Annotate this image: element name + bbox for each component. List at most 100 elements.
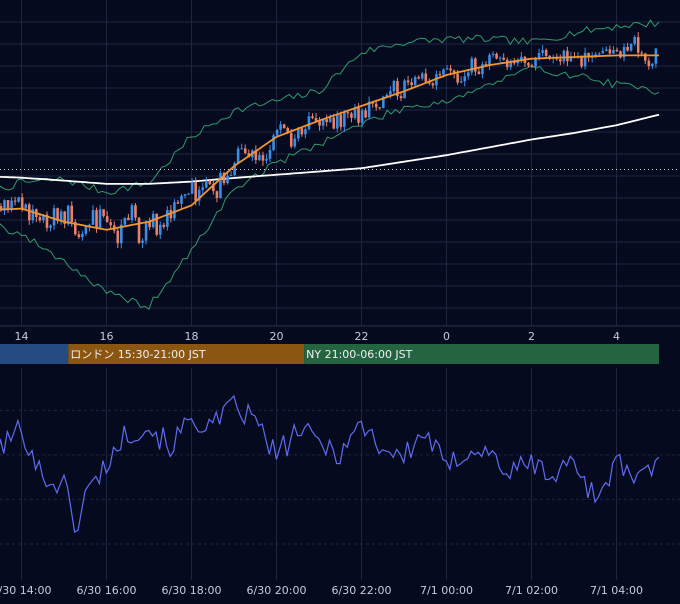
- candle-body-down: [254, 150, 258, 161]
- candle-body-down: [406, 80, 410, 83]
- candle-body-down: [587, 52, 590, 58]
- price-x-tick-label: 0: [443, 330, 450, 343]
- candle-body-up: [367, 101, 371, 118]
- candle-body-up: [180, 195, 183, 204]
- candle-body-down: [105, 216, 109, 223]
- candle-body-up: [233, 163, 236, 175]
- price-x-tick-label: 20: [270, 330, 284, 343]
- candle-body-up: [183, 194, 187, 196]
- candle-body-down: [647, 60, 651, 67]
- price-x-tick-label: 18: [185, 330, 199, 343]
- candle-body-up: [81, 233, 84, 238]
- session-label: NY 21:00-06:00 JST: [306, 348, 413, 361]
- candle-body-down: [137, 217, 141, 243]
- candle-body-up: [226, 175, 229, 184]
- session-block: [304, 344, 659, 364]
- candle-body-down: [77, 234, 81, 238]
- candle-body-up: [120, 224, 123, 244]
- candle-body-down: [364, 110, 367, 118]
- candle-body-down: [527, 62, 530, 66]
- candle-body-up: [190, 182, 194, 194]
- candle-body-down: [559, 59, 562, 62]
- candle-body-up: [629, 43, 633, 51]
- candle-body-down: [339, 114, 343, 127]
- candle-body-down: [222, 173, 226, 184]
- time-x-tick-label: 7/1 04:00: [590, 584, 643, 597]
- candle-body-down: [619, 51, 622, 58]
- candle-body-down: [350, 113, 353, 118]
- candle-body-down: [544, 50, 548, 56]
- time-x-tick-label: 7/1 00:00: [420, 584, 473, 597]
- candle-body-down: [27, 204, 31, 221]
- candle-body-up: [59, 211, 63, 221]
- candle-body-down: [477, 71, 481, 75]
- candle-body-up: [158, 224, 162, 235]
- candle-body-down: [495, 53, 498, 59]
- candle-body-up: [612, 49, 615, 54]
- candle-body-up: [265, 158, 268, 161]
- band-layer: [0, 19, 660, 310]
- candle-body-down: [116, 230, 120, 244]
- price-axis-layer: 14 16 18 20 22 0 2 4: [15, 330, 621, 343]
- candle-body-down: [438, 74, 442, 76]
- candle-body-up: [236, 148, 240, 164]
- time-x-tick-label: 6/30 14:00: [0, 584, 51, 597]
- price-x-tick-label: 14: [15, 330, 29, 343]
- candle-body-up: [590, 56, 594, 58]
- candle-body-down: [243, 148, 247, 154]
- candle-body-down: [95, 210, 98, 228]
- candle-body-down: [109, 222, 112, 226]
- candle-body-down: [456, 73, 459, 83]
- session-label: ロンドン 15:30-21:00 JST: [70, 348, 206, 361]
- candle-body-down: [148, 222, 151, 228]
- candle-body-up: [173, 202, 176, 219]
- candle-body-down: [314, 118, 318, 122]
- candle-body-down: [38, 216, 42, 221]
- candle-body-down: [474, 58, 477, 72]
- candle-body-up: [166, 210, 169, 227]
- candle-body-up: [445, 68, 449, 70]
- candle-body-up: [279, 124, 282, 130]
- candle-body-up: [335, 114, 339, 129]
- time-x-tick-label: 6/30 20:00: [247, 584, 307, 597]
- candle-body-up: [403, 80, 406, 99]
- candle-body-up: [130, 205, 134, 221]
- time-axis-layer: 6/30 14:00 6/30 16:00 6/30 18:00 6/30 20:00…: [0, 584, 643, 597]
- session-bar-layer: ロンドン 15:30-21:00 JST NY 21:00-06:00 JST: [0, 344, 659, 364]
- lower-band-line: [0, 65, 660, 310]
- candle-body-up: [91, 210, 95, 225]
- candle-body-up: [385, 94, 389, 97]
- candle-body-up: [463, 76, 467, 82]
- candle-body-up: [520, 56, 523, 60]
- candle-body-up: [272, 135, 275, 151]
- candle-body-down: [615, 49, 619, 52]
- candle-body-up: [321, 119, 325, 126]
- oscillator-line: [0, 394, 660, 534]
- long-ma-line: [0, 113, 660, 185]
- short-ma-line: [0, 54, 659, 231]
- candle-body-down: [134, 205, 137, 218]
- candle-body-up: [541, 50, 544, 53]
- candle-body-down: [431, 83, 435, 86]
- candle-body-up: [389, 91, 392, 95]
- time-x-tick-label: 7/1 02:00: [505, 584, 558, 597]
- candle-body-up: [66, 205, 70, 224]
- candle-body-up: [343, 112, 346, 127]
- candle-body-down: [127, 217, 130, 221]
- candle-body-up: [240, 148, 243, 150]
- candle-body-down: [45, 214, 49, 228]
- candle-body-down: [311, 116, 314, 119]
- candle-body-down: [643, 53, 647, 61]
- candle-body-up: [491, 53, 495, 55]
- candle-body-up: [307, 116, 311, 130]
- candle-body-up: [605, 49, 608, 52]
- candle-body-up: [562, 50, 566, 62]
- candle-body-down: [512, 61, 516, 64]
- candle-body-down: [424, 73, 428, 82]
- candle-layer: [0, 32, 658, 249]
- candle-body-down: [300, 128, 304, 135]
- candle-body-down: [484, 64, 488, 66]
- candle-body-up: [651, 63, 654, 67]
